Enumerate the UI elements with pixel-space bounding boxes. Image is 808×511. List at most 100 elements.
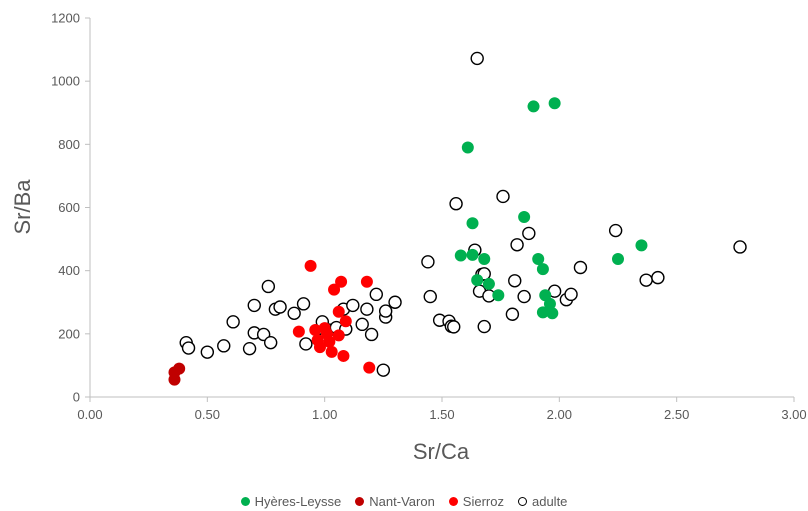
legend-item-hyeres-leysse: Hyères-Leysse bbox=[240, 493, 342, 509]
data-point-sierroz bbox=[360, 275, 373, 288]
x-tick-label: 1.00 bbox=[312, 407, 337, 422]
x-tick-label: 2.00 bbox=[547, 407, 572, 422]
y-tick-label: 600 bbox=[58, 200, 80, 215]
y-tick-label: 400 bbox=[58, 263, 80, 278]
data-point-sierroz bbox=[292, 325, 305, 338]
data-point-adulte bbox=[447, 320, 461, 334]
x-tick-label: 0.00 bbox=[77, 407, 102, 422]
data-point-hyeres-leysse bbox=[478, 252, 491, 265]
data-point-adulte bbox=[263, 335, 278, 350]
x-tick-label: 2.50 bbox=[664, 407, 689, 422]
data-point-adulte bbox=[217, 339, 231, 353]
legend-marker-darkred-icon bbox=[355, 496, 365, 506]
x-tick-label: 3.00 bbox=[781, 407, 806, 422]
data-point-sierroz bbox=[309, 324, 322, 337]
data-point-sierroz bbox=[363, 361, 376, 374]
data-point-adulte bbox=[477, 319, 491, 334]
data-point-hyeres-leysse bbox=[548, 97, 561, 110]
data-point-hyeres-leysse bbox=[532, 252, 545, 265]
data-point-adulte bbox=[181, 341, 196, 355]
data-point-hyeres-leysse bbox=[612, 252, 624, 265]
data-point-adulte bbox=[423, 289, 437, 304]
legend-marker-open-circle-icon bbox=[517, 496, 527, 506]
data-point-adulte bbox=[564, 287, 578, 302]
data-point-sierroz bbox=[313, 341, 326, 354]
legend-label: Hyères-Leysse bbox=[254, 493, 342, 509]
data-point-hyeres-leysse bbox=[492, 289, 505, 302]
data-point-adulte bbox=[376, 363, 391, 377]
data-point-adulte bbox=[388, 295, 402, 309]
x-axis-title: Sr/Ca bbox=[413, 439, 470, 464]
data-point-sierroz bbox=[335, 275, 348, 288]
data-point-hyeres-leysse bbox=[546, 307, 559, 320]
y-tick-label: 200 bbox=[58, 326, 80, 341]
scatter-chart: 0.00 0.50 1.00 1.50 2.00 2.50 3.00 0 200 400 600 80… bbox=[10, 11, 807, 465]
data-point-hyeres-leysse bbox=[543, 297, 556, 310]
data-point-hyeres-leysse bbox=[518, 210, 531, 223]
legend-label: Sierroz bbox=[462, 493, 504, 509]
data-point-adulte bbox=[449, 197, 463, 211]
data-point-sierroz bbox=[332, 329, 345, 342]
data-point-nant-varon bbox=[168, 373, 181, 386]
data-point-adulte bbox=[608, 223, 623, 238]
data-point-adulte bbox=[355, 317, 369, 332]
data-point-hyeres-leysse bbox=[536, 306, 549, 319]
data-point-hyeres-leysse bbox=[482, 277, 495, 290]
data-point-adulte bbox=[200, 345, 215, 359]
data-point-adulte bbox=[639, 273, 653, 287]
data-point-adulte bbox=[517, 289, 531, 304]
legend-label: adulte bbox=[531, 493, 568, 509]
legend-marker-red-icon bbox=[448, 496, 458, 506]
data-point-adulte bbox=[510, 238, 524, 252]
data-point-sierroz bbox=[328, 283, 341, 296]
data-point-sierroz bbox=[323, 335, 336, 348]
x-tick-label: 0.50 bbox=[195, 407, 220, 422]
data-point-adulte bbox=[378, 304, 393, 318]
y-axis-title: Sr/Ba bbox=[10, 179, 35, 235]
data-point-sierroz bbox=[304, 259, 317, 272]
data-point-nant-varon bbox=[173, 362, 186, 375]
legend-item-sierroz: Sierroz bbox=[448, 493, 504, 509]
data-point-sierroz bbox=[339, 315, 352, 328]
data-point-adulte bbox=[226, 315, 240, 329]
data-points bbox=[168, 51, 747, 386]
legend: Hyères-Leysse Nant-Varon Sierroz adulte bbox=[0, 491, 808, 511]
data-point-hyeres-leysse bbox=[471, 274, 484, 287]
data-point-adulte bbox=[470, 51, 484, 66]
data-point-adulte bbox=[273, 300, 287, 314]
data-point-adulte bbox=[421, 255, 435, 269]
legend-item-adulte: adulte bbox=[517, 493, 568, 509]
data-point-sierroz bbox=[337, 349, 350, 362]
data-point-hyeres-leysse bbox=[527, 100, 540, 113]
data-point-hyeres-leysse bbox=[461, 141, 474, 154]
data-point-hyeres-leysse bbox=[466, 217, 479, 230]
data-point-adulte bbox=[364, 327, 379, 342]
legend-label: Nant-Varon bbox=[369, 493, 435, 509]
y-tick-label: 0 bbox=[73, 390, 80, 405]
legend-item-nant-varon: Nant-Varon bbox=[355, 494, 435, 509]
x-tick-label: 1.50 bbox=[429, 407, 454, 422]
y-tick-label: 1200 bbox=[51, 11, 80, 26]
data-point-adulte bbox=[505, 307, 520, 321]
data-point-adulte bbox=[573, 260, 588, 275]
data-point-adulte bbox=[242, 341, 257, 356]
data-point-hyeres-leysse bbox=[536, 263, 549, 276]
data-point-hyeres-leysse bbox=[635, 239, 648, 252]
data-point-adulte bbox=[360, 302, 374, 316]
data-point-adulte bbox=[346, 298, 360, 313]
data-point-sierroz bbox=[325, 345, 338, 358]
data-point-adulte bbox=[508, 274, 522, 288]
data-point-adulte bbox=[247, 298, 261, 313]
y-tick-label: 1000 bbox=[51, 74, 80, 89]
data-point-adulte bbox=[299, 337, 313, 351]
data-point-hyeres-leysse bbox=[454, 249, 467, 262]
data-point-adulte bbox=[369, 287, 383, 302]
data-point-adulte bbox=[496, 189, 510, 204]
data-point-adulte bbox=[296, 297, 311, 311]
y-tick-label: 800 bbox=[58, 137, 80, 152]
data-point-adulte bbox=[287, 306, 301, 321]
data-point-adulte bbox=[733, 240, 747, 254]
data-point-hyeres-leysse bbox=[466, 248, 479, 261]
legend-marker-green-icon bbox=[240, 496, 250, 506]
data-point-adulte bbox=[651, 270, 665, 285]
